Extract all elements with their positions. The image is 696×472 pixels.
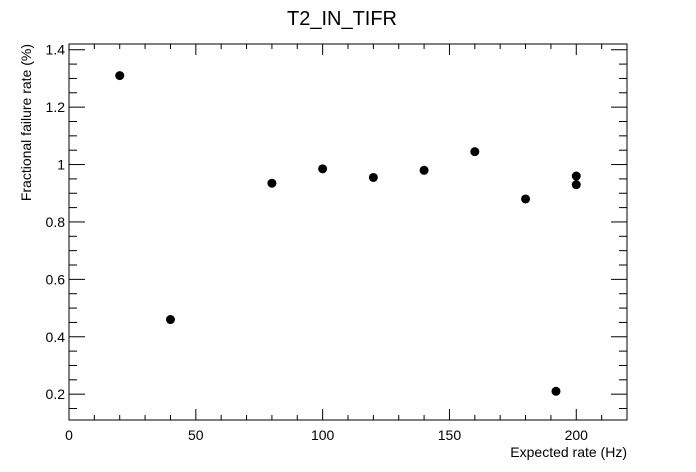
y-tick-label: 1.2 — [46, 99, 66, 115]
x-tick-label: 200 — [565, 427, 589, 443]
y-tick-label: 0.8 — [46, 214, 66, 230]
y-tick-label: 0.6 — [46, 271, 66, 287]
data-point — [470, 147, 480, 157]
y-tick-label: 0.4 — [46, 329, 66, 345]
data-point — [318, 164, 328, 174]
x-tick-label: 50 — [188, 427, 204, 443]
data-point — [368, 172, 378, 182]
data-point — [165, 315, 175, 325]
x-tick-label: 100 — [311, 427, 335, 443]
data-point — [571, 171, 581, 181]
data-point — [551, 386, 561, 396]
y-tick-label: 1 — [57, 157, 65, 173]
data-point — [419, 165, 429, 175]
y-axis: 0.2 0.4 0.6 0.8 1 1.2 1.4 — [46, 42, 627, 410]
data-point — [521, 194, 531, 204]
data-points — [115, 71, 581, 396]
x-axis: 0 50 100 150 200 — [65, 44, 628, 443]
y-axis-title: Fractional failure rate (%) — [18, 44, 34, 201]
y-tick-label: 0.2 — [46, 386, 66, 402]
y-tick-label: 1.4 — [46, 42, 66, 58]
data-point — [115, 71, 125, 81]
data-point — [571, 180, 581, 190]
chart-title: T2_IN_TIFR — [287, 8, 397, 30]
x-tick-label: 150 — [438, 427, 462, 443]
data-point — [267, 178, 277, 188]
x-tick-label: 0 — [65, 427, 73, 443]
x-axis-title: Expected rate (Hz) — [510, 444, 627, 460]
